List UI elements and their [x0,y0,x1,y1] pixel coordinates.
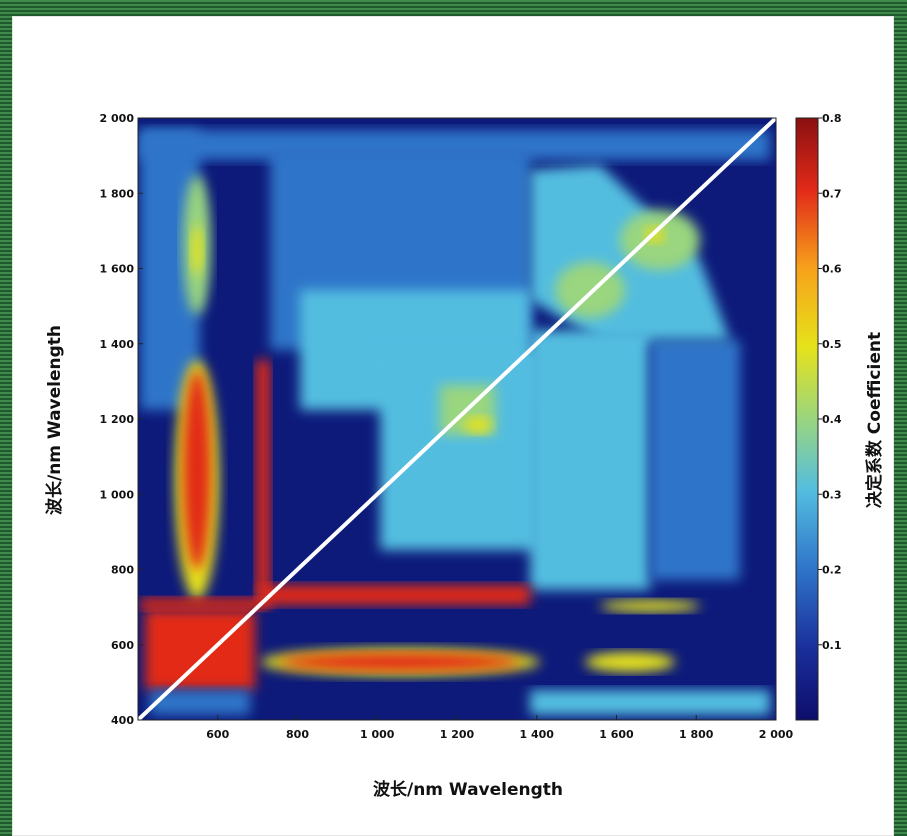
x-tick-label: 1 600 [599,728,634,741]
heat-band-vertical-red [183,370,211,570]
heat-region-center [380,350,540,550]
x-axis-ticks: 600 800 1 000 1 200 1 400 1 600 1 800 2 000 [206,715,794,741]
heatmap-field [138,118,776,720]
x-tick-label: 800 [286,728,309,741]
heat-band-vertical-710 [256,360,270,600]
colorbar-tick-label: 0.7 [822,187,842,200]
heat-band-horizontal-700-left [140,598,270,610]
y-tick-label: 600 [111,639,134,652]
y-axis-title: 波长/nm Wavelength [44,325,65,515]
colorbar-tick-label: 0.8 [822,112,842,125]
y-tick-label: 400 [111,714,134,727]
y-tick-label: 1 800 [100,187,135,200]
heat-band-bottom [530,690,770,715]
heat-block-lower-left [145,610,255,690]
heat-region-top-band [140,130,770,160]
colorbar-tick-label: 0.2 [822,564,842,577]
diagonal-line [138,118,776,720]
x-tick-label: 1 000 [360,728,395,741]
x-tick-label: 1 800 [679,728,714,741]
colorbar-title: 决定系数 Coefficient [864,332,885,508]
x-tick-label: 1 400 [520,728,555,741]
y-tick-label: 1 400 [100,338,135,351]
x-tick-label: 600 [206,728,229,741]
heat-region-right-mid-2 [650,340,740,580]
y-tick-label: 2 000 [100,112,135,125]
x-tick-label: 1 200 [440,728,475,741]
heat-band-vertical-upper-yellow [191,225,203,275]
colorbar [795,117,819,721]
heat-band-horizontal-560-right [585,652,675,672]
heat-region-right-mid [530,330,650,590]
x-tick-label: 2 000 [759,728,794,741]
heat-band-horizontal-700-right [600,600,700,612]
y-tick-label: 1 200 [100,413,135,426]
y-tick-label: 800 [111,564,134,577]
y-axis-ticks: 400 600 800 1 000 1 200 1 400 1 600 1 800 2 000 [100,112,143,727]
colorbar-tick-label: 0.6 [822,263,842,276]
colorbar-tick-label: 0.1 [822,639,842,652]
colorbar-tick-label: 0.4 [822,413,842,426]
y-tick-label: 1 600 [100,263,135,276]
heat-spot-center-yellow [464,417,492,433]
colorbar-tick-label: 0.3 [822,488,842,501]
y-tick-label: 1 000 [100,488,135,501]
heat-band-horizontal-560-red [280,653,520,671]
x-axis-title: 波长/nm Wavelength [373,779,563,800]
colorbar-ticks: 0.1 0.2 0.3 0.4 0.5 0.6 0.7 0.8 [818,112,842,652]
colorbar-tick-label: 0.5 [822,338,842,351]
heat-band-horizontal-700 [260,585,530,605]
